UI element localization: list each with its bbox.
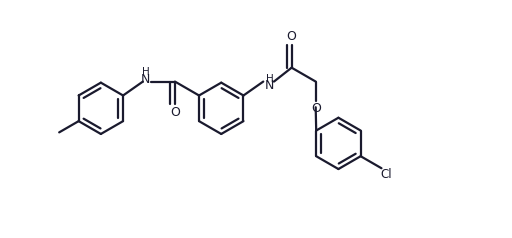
Text: H: H: [266, 74, 273, 84]
Text: N: N: [265, 79, 274, 92]
Text: H: H: [142, 68, 150, 78]
Text: O: O: [170, 106, 180, 119]
Text: O: O: [311, 102, 321, 115]
Text: Cl: Cl: [380, 168, 392, 181]
Text: N: N: [141, 73, 150, 86]
Text: O: O: [287, 30, 296, 43]
